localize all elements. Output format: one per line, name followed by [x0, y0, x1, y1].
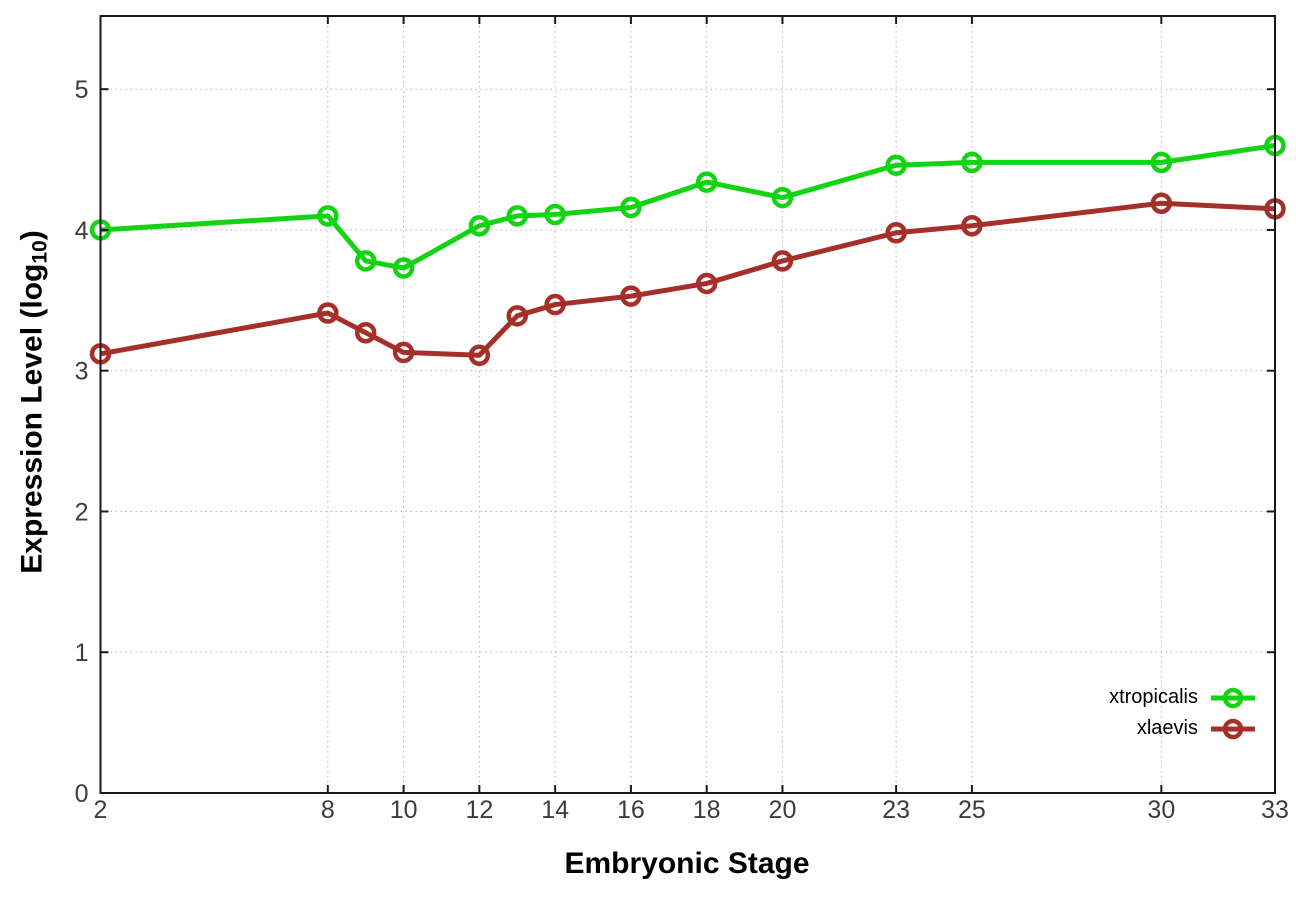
y-tick-label: 5: [75, 76, 89, 104]
x-tick-label: 18: [693, 796, 721, 824]
data-point-xtropicalis: [317, 205, 339, 227]
data-point-xtropicalis: [392, 257, 415, 279]
y-tick-label: 3: [75, 358, 89, 386]
series-line-xtropicalis: [100, 143, 1276, 271]
y-tick-label: 0: [75, 780, 89, 808]
legend-label-xlaevis: xlaevis: [1136, 717, 1198, 739]
x-tick-label: 8: [321, 796, 335, 824]
x-tick-label: 33: [1261, 796, 1289, 824]
data-point-xlaevis: [961, 214, 983, 237]
legend-item-xlaevis: xlaevis: [1137, 713, 1256, 744]
x-tick-label: 23: [882, 796, 910, 824]
y-axis-title-close: ): [15, 230, 49, 241]
data-point-xtropicalis: [354, 250, 377, 272]
data-point-xlaevis: [468, 344, 491, 366]
data-point-xlaevis: [317, 302, 339, 324]
data-point-xlaevis: [620, 285, 642, 307]
legend-sample-marker-xtropicalis: [1222, 687, 1244, 708]
data-point-xtropicalis: [620, 196, 642, 219]
x-tick-label: 14: [541, 796, 569, 824]
x-axis-title: Embryonic Stage: [564, 847, 810, 880]
data-point-xtropicalis: [506, 205, 529, 227]
data-point-xlaevis: [695, 272, 718, 295]
x-tick-label: 2: [94, 796, 108, 824]
y-axis-title: Expression Level (log10): [16, 230, 53, 573]
data-point-xtropicalis: [695, 171, 718, 193]
x-tick-label: 25: [958, 796, 986, 824]
x-tick-label: 12: [465, 796, 493, 824]
data-point-xtropicalis: [961, 151, 983, 174]
legend-label-xtropicalis: xtropicalis: [1109, 686, 1198, 708]
y-axis-title-subscript: 10: [28, 240, 52, 264]
legend-sample-marker-xlaevis: [1222, 718, 1244, 739]
data-point-xlaevis: [506, 305, 529, 327]
y-tick-label: 4: [75, 217, 89, 245]
series-line-xlaevis: [100, 200, 1276, 358]
data-point-xlaevis: [1150, 192, 1173, 214]
data-point-xlaevis: [885, 222, 907, 244]
legend: xtropicalis xlaevis: [1109, 682, 1256, 744]
data-point-xlaevis: [544, 293, 566, 316]
y-tick-label: 1: [75, 639, 89, 667]
x-tick-label: 20: [769, 796, 797, 824]
data-point-xtropicalis: [771, 186, 794, 209]
legend-sample-xlaevis: [1211, 718, 1255, 739]
legend-item-xtropicalis: xtropicalis: [1109, 682, 1256, 713]
x-tick-label: 16: [617, 796, 645, 824]
data-point-xlaevis: [354, 321, 377, 344]
data-point-xtropicalis: [468, 214, 491, 237]
data-point-xlaevis: [771, 250, 794, 272]
y-tick-label: 2: [75, 498, 89, 526]
data-point-xlaevis: [392, 341, 415, 364]
data-point-xtropicalis: [544, 203, 566, 226]
data-point-xtropicalis: [1150, 151, 1173, 174]
y-axis-title-text: Expression Level (log: [15, 263, 49, 574]
legend-sample-xtropicalis: [1211, 687, 1255, 708]
plot-border: [99, 15, 1276, 794]
x-tick-label: 30: [1147, 796, 1175, 824]
data-point-xtropicalis: [885, 154, 907, 176]
x-tick-label: 10: [390, 796, 418, 824]
